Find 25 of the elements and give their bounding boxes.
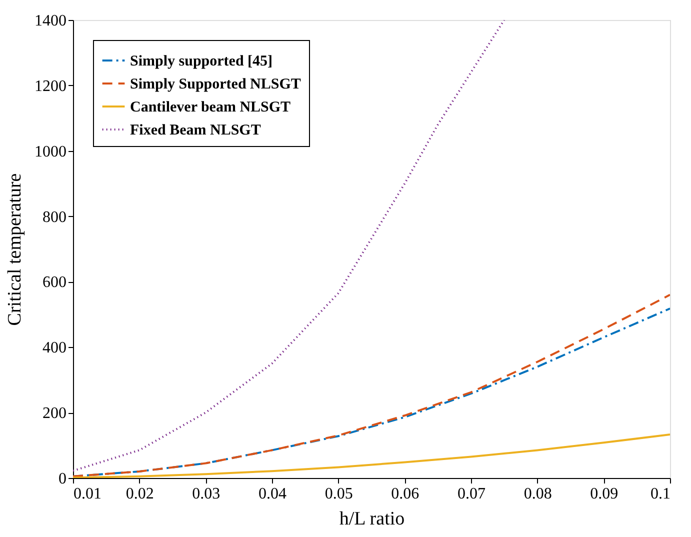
y-tick-label: 0 [58,470,66,488]
x-tick-label: 0.08 [524,486,552,502]
y-tick-label: 200 [42,405,66,422]
x-tick-label: 0.1 [650,486,670,502]
y-tick-label: 1000 [34,143,66,160]
y-tick-label: 1400 [34,12,66,30]
x-tick-label: 0.09 [590,486,618,502]
x-tick-label: 0.07 [458,486,486,502]
line-series [73,20,506,472]
y-tick-label: 400 [42,340,66,357]
y-tick-label: 1200 [34,78,66,95]
x-tick-label: 0.03 [192,486,220,502]
x-tick-label: 0.04 [258,486,286,502]
x-tick-label: 0.02 [126,486,154,502]
x-tick-label: 0.01 [74,486,102,502]
legend-label: Simply Supported NLSGT [130,76,301,92]
legend-label: Cantilever beam NLSGT [130,100,291,116]
x-tick-label: 0.05 [324,486,353,502]
x-tick-label: 0.06 [391,486,420,502]
legend-label: Simply supported [45] [130,54,273,70]
y-tick-label: 600 [42,274,66,292]
x-axis-title: h/L ratio [339,508,405,530]
legend-label: Fixed Beam NLSGT [130,122,261,138]
y-tick-label: 800 [42,208,66,226]
y-axis-title: Critical temperature [4,173,26,326]
